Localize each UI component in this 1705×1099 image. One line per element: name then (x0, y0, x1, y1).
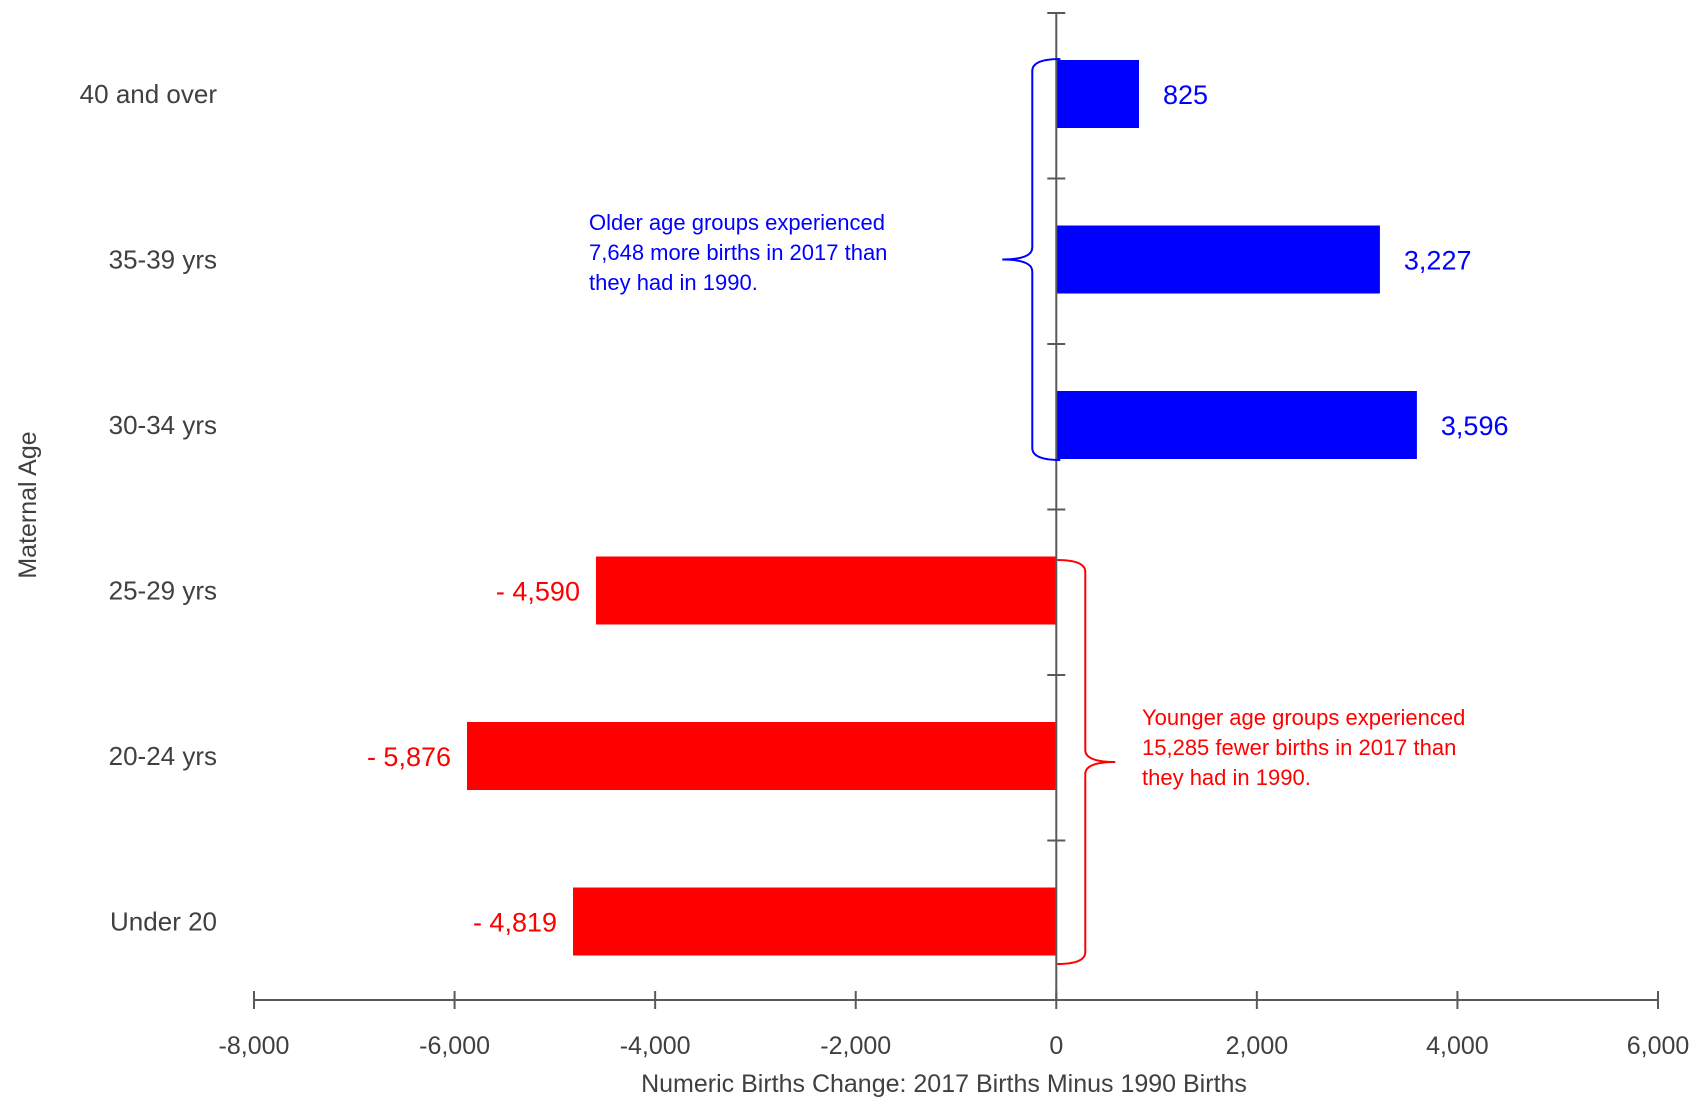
value-label-3: - 4,590 (496, 577, 580, 607)
x-tick-label-0: -8,000 (219, 1032, 290, 1060)
bar-1 (1056, 225, 1380, 294)
y-axis (1047, 12, 1066, 1000)
category-labels-group: 40 and over 35-39 yrs 30-34 yrs 25-29 yrs 20… (80, 79, 218, 937)
x-tick-label-7: 6,000 (1627, 1032, 1690, 1060)
annotation-line: Younger age groups experienced (1142, 705, 1465, 730)
bar-0 (1056, 60, 1140, 128)
annotation-braces (1002, 58, 1116, 965)
category-label-2: 30-34 yrs (109, 410, 217, 440)
x-axis-title: Numeric Births Change: 2017 Births Minus… (641, 1070, 1247, 1098)
bar-5 (573, 887, 1057, 956)
annotations-group: Older age groups experienced 7,648 more b… (589, 210, 1465, 790)
category-label-3: 25-29 yrs (109, 576, 217, 606)
y-axis-title: Maternal Age (14, 431, 42, 578)
annotation-positive: Older age groups experienced 7,648 more b… (589, 210, 887, 295)
x-tick-label-2: -4,000 (620, 1032, 691, 1060)
annotation-line: Older age groups experienced (589, 210, 885, 235)
category-label-0: 40 and over (80, 79, 218, 109)
value-label-5: - 4,819 (473, 908, 557, 938)
bar-2 (1056, 391, 1417, 459)
annotation-line: 15,285 fewer births in 2017 than (1142, 735, 1456, 760)
value-label-0: 825 (1163, 80, 1208, 110)
annotation-line: they had in 1990. (589, 270, 758, 295)
category-label-1: 35-39 yrs (109, 245, 217, 275)
category-label-5: Under 20 (110, 907, 217, 937)
value-label-1: 3,227 (1404, 246, 1472, 276)
x-tick-label-4: 0 (1049, 1032, 1063, 1060)
value-label-2: 3,596 (1441, 411, 1509, 441)
x-tick-label-1: -6,000 (419, 1032, 490, 1060)
bar-4 (467, 722, 1057, 790)
older-groups-brace (1002, 58, 1061, 461)
annotation-negative: Younger age groups experienced 15,285 few… (1142, 705, 1465, 790)
x-tick-label-6: 4,000 (1426, 1032, 1489, 1060)
bar-3 (595, 556, 1057, 625)
x-axis: -8,000 -6,000 -4,000 -2,000 0 2,000 4,000 6,000 (219, 991, 1690, 1060)
bars-group (467, 60, 1417, 956)
category-label-4: 20-24 yrs (109, 741, 217, 771)
annotation-line: 7,648 more births in 2017 than (589, 240, 887, 265)
value-label-4: - 5,876 (367, 742, 451, 772)
value-labels-group: 825 3,227 3,596 - 4,590 - 5,876 - 4,819 (367, 80, 1509, 938)
annotation-line: they had in 1990. (1142, 765, 1311, 790)
x-tick-label-5: 2,000 (1226, 1032, 1289, 1060)
younger-groups-brace (1057, 559, 1116, 965)
x-tick-label-3: -2,000 (820, 1032, 891, 1060)
